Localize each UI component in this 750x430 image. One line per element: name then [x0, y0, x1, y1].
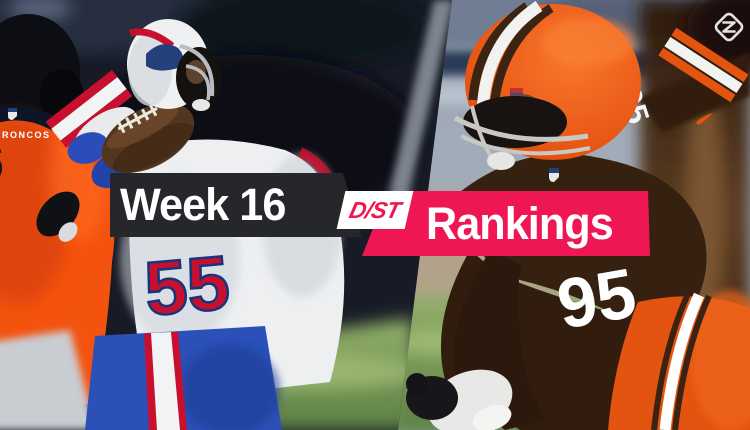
- sporting-news-monogram: [722, 21, 736, 33]
- rankings-label: Rankings: [426, 197, 614, 249]
- helmet-visor: [463, 96, 567, 148]
- broncos-pants: [0, 330, 96, 430]
- broncos-number-partial: 6: [0, 134, 3, 192]
- browns-sleeve-stripes: [658, 27, 749, 103]
- week-banner: Week 16: [110, 173, 362, 237]
- helmet-center-stripe: [477, 1, 543, 106]
- nfl-shield-icon: [549, 168, 559, 182]
- football: [101, 103, 195, 173]
- facemask-bar: [179, 44, 215, 97]
- chin-strap: [192, 99, 210, 111]
- bills-helmet: [127, 19, 222, 111]
- broncos-wordmark: BRONCOS: [0, 130, 51, 140]
- broncos-player: BRONCOS 6: [0, 14, 170, 430]
- dst-badge: D/ST: [336, 191, 414, 229]
- browns-helmet: [453, 1, 641, 170]
- bills-glove: [67, 132, 109, 164]
- chin-strap: [487, 152, 515, 170]
- bills-jersey-number: 55: [141, 240, 233, 332]
- pants-stripe: [659, 292, 705, 430]
- nike-swoosh: [696, 113, 713, 125]
- sporting-news-logo-icon: [714, 12, 744, 42]
- nfl-shield-icon: [8, 108, 17, 120]
- browns-player-hand: [406, 369, 513, 430]
- browns-pants: [608, 290, 750, 430]
- week-label: Week 16: [120, 179, 286, 230]
- dst-badge-label: D/ST: [346, 196, 404, 223]
- browns-back-number: 95: [552, 253, 642, 343]
- facemask-bar: [453, 115, 589, 142]
- seam-highlight: [384, 0, 452, 215]
- bills-pants: [85, 326, 282, 430]
- bills-logo-buffalo: [146, 44, 183, 71]
- bills-logo-streak: [129, 28, 175, 49]
